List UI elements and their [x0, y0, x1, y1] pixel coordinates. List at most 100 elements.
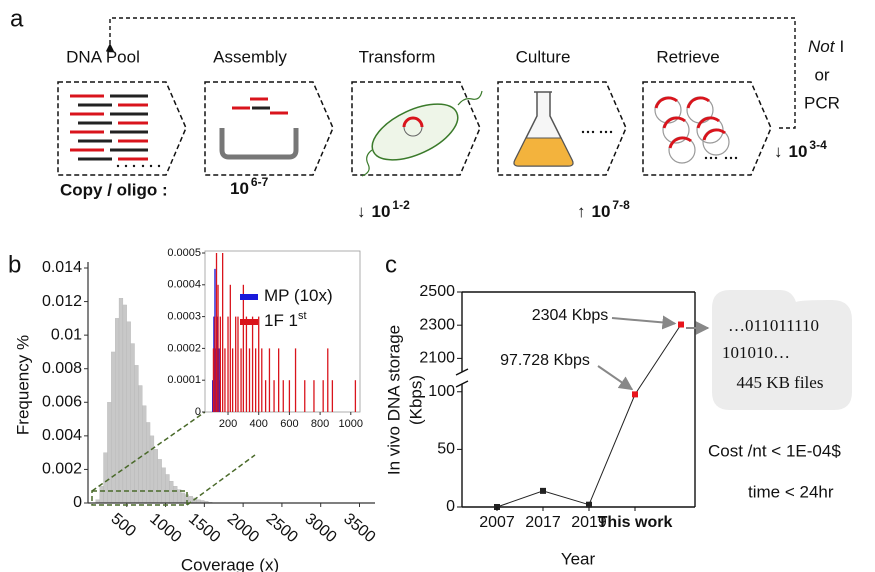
y-tick-label: 2300 — [419, 316, 455, 333]
y-axis-label: In vivo DNA storage — [384, 325, 403, 475]
x-tick-label: 500 — [107, 510, 138, 540]
x-tick-label: 800 — [311, 418, 329, 430]
icon — [362, 150, 372, 176]
icon — [710, 157, 712, 159]
icon — [458, 91, 482, 105]
copy-base: 10 — [789, 142, 808, 161]
copy-arrow: ↓ — [774, 142, 783, 161]
copy-exponent: 7-8 — [612, 198, 630, 212]
figure: aDNA PoolAssemblyTransformCultureRetriev… — [0, 0, 875, 572]
histogram-bar — [173, 486, 177, 503]
icon — [725, 157, 727, 159]
bits: …011011110 — [728, 316, 819, 335]
y-tick-label: 0.0004 — [167, 279, 201, 291]
x-tick-label: 2007 — [479, 514, 515, 531]
cost: Cost /nt < 1E-04$ — [708, 441, 841, 460]
x-axis-label: Year — [561, 549, 596, 568]
copy-exponent: 1-2 — [392, 198, 410, 212]
x-tick-label: 2500 — [263, 510, 301, 546]
x-tick-label: 2000 — [224, 510, 262, 546]
time: time < 24hr — [748, 482, 834, 501]
bits: 101010… — [722, 343, 790, 362]
histogram-bar — [181, 493, 185, 503]
icon — [730, 157, 732, 159]
histogram-bar — [104, 453, 108, 503]
step-title: Transform — [359, 47, 436, 66]
step-title: Culture — [516, 47, 571, 66]
histogram-bar — [135, 365, 139, 503]
copy-base: 10 — [372, 202, 391, 221]
x-tick-label: 3500 — [340, 510, 378, 546]
step-title: DNA Pool — [66, 47, 140, 66]
x-tick-label: 1000 — [339, 418, 363, 430]
histogram-bar — [169, 481, 173, 503]
y-tick-label: 100 — [428, 383, 455, 400]
x-tick-label: 1000 — [146, 510, 184, 546]
x-tick-label: 400 — [250, 418, 268, 430]
legend-name: MP (10x) — [264, 286, 333, 305]
legend-swatch — [240, 319, 258, 325]
icon — [133, 165, 135, 167]
file-size: 445 KB files — [737, 373, 824, 392]
y-tick-label: 0 — [73, 494, 82, 511]
x-tick-label: 600 — [280, 418, 298, 430]
copy-base: 10 — [592, 202, 611, 221]
annotation-arrow — [598, 366, 632, 389]
icon — [600, 131, 602, 133]
histogram-bar — [107, 402, 111, 503]
annotation: 97.728 Kbps — [500, 352, 590, 369]
x-tick-label: 1500 — [185, 510, 223, 546]
y-tick-label: 0.006 — [42, 394, 82, 411]
histogram-bar — [131, 344, 135, 503]
copy-exponent: 3-4 — [809, 138, 827, 152]
icon — [610, 131, 612, 133]
panel-label: b — [8, 251, 21, 278]
legend-superscript: st — [298, 310, 307, 322]
copy-number: 106-7 — [230, 175, 269, 198]
step-title: Retrieve — [656, 47, 719, 66]
annotation-arrow — [612, 318, 675, 324]
icon — [670, 138, 691, 148]
histogram-bar — [111, 352, 115, 503]
y-axis-label: Frequency % — [13, 335, 32, 435]
return-note: PCR — [804, 93, 840, 112]
icon — [705, 157, 707, 159]
y-tick-label: 0.012 — [42, 293, 82, 310]
y-tick-label: 0.0005 — [167, 247, 201, 259]
y-tick-label: 0.004 — [42, 427, 82, 444]
legend-label: MP (10x) — [264, 286, 333, 305]
x-tick-label: This work — [598, 514, 673, 531]
point — [586, 502, 592, 508]
y-tick-label: 0.014 — [42, 259, 82, 276]
panel-label: c — [385, 251, 397, 278]
y-tick-label: 0.008 — [42, 360, 82, 377]
point — [632, 391, 638, 397]
icon — [656, 98, 677, 108]
panel-label: a — [10, 5, 24, 32]
copy-exponent: 6-7 — [251, 175, 269, 189]
point — [678, 322, 684, 328]
icon — [364, 93, 466, 172]
icon — [582, 131, 584, 133]
histogram-bar — [154, 449, 158, 503]
y-tick-label: 2100 — [419, 350, 455, 367]
y-tick-label: 0.01 — [51, 326, 82, 343]
return-note: or — [814, 65, 829, 84]
icon — [698, 118, 719, 128]
icon — [117, 165, 119, 167]
point — [540, 488, 546, 494]
icon — [592, 131, 594, 133]
histogram-bar — [158, 459, 162, 503]
x-axis-label: Coverage (x) — [181, 555, 279, 572]
histogram-bar — [166, 474, 170, 503]
legend-name: 1F 1 — [264, 311, 298, 330]
icon — [187, 455, 255, 505]
icon — [715, 157, 717, 159]
note-italic: Not — [808, 37, 836, 56]
y-tick-label: 2500 — [419, 283, 455, 300]
icon — [587, 131, 589, 133]
copy-label: Copy / oligo : — [60, 180, 168, 199]
